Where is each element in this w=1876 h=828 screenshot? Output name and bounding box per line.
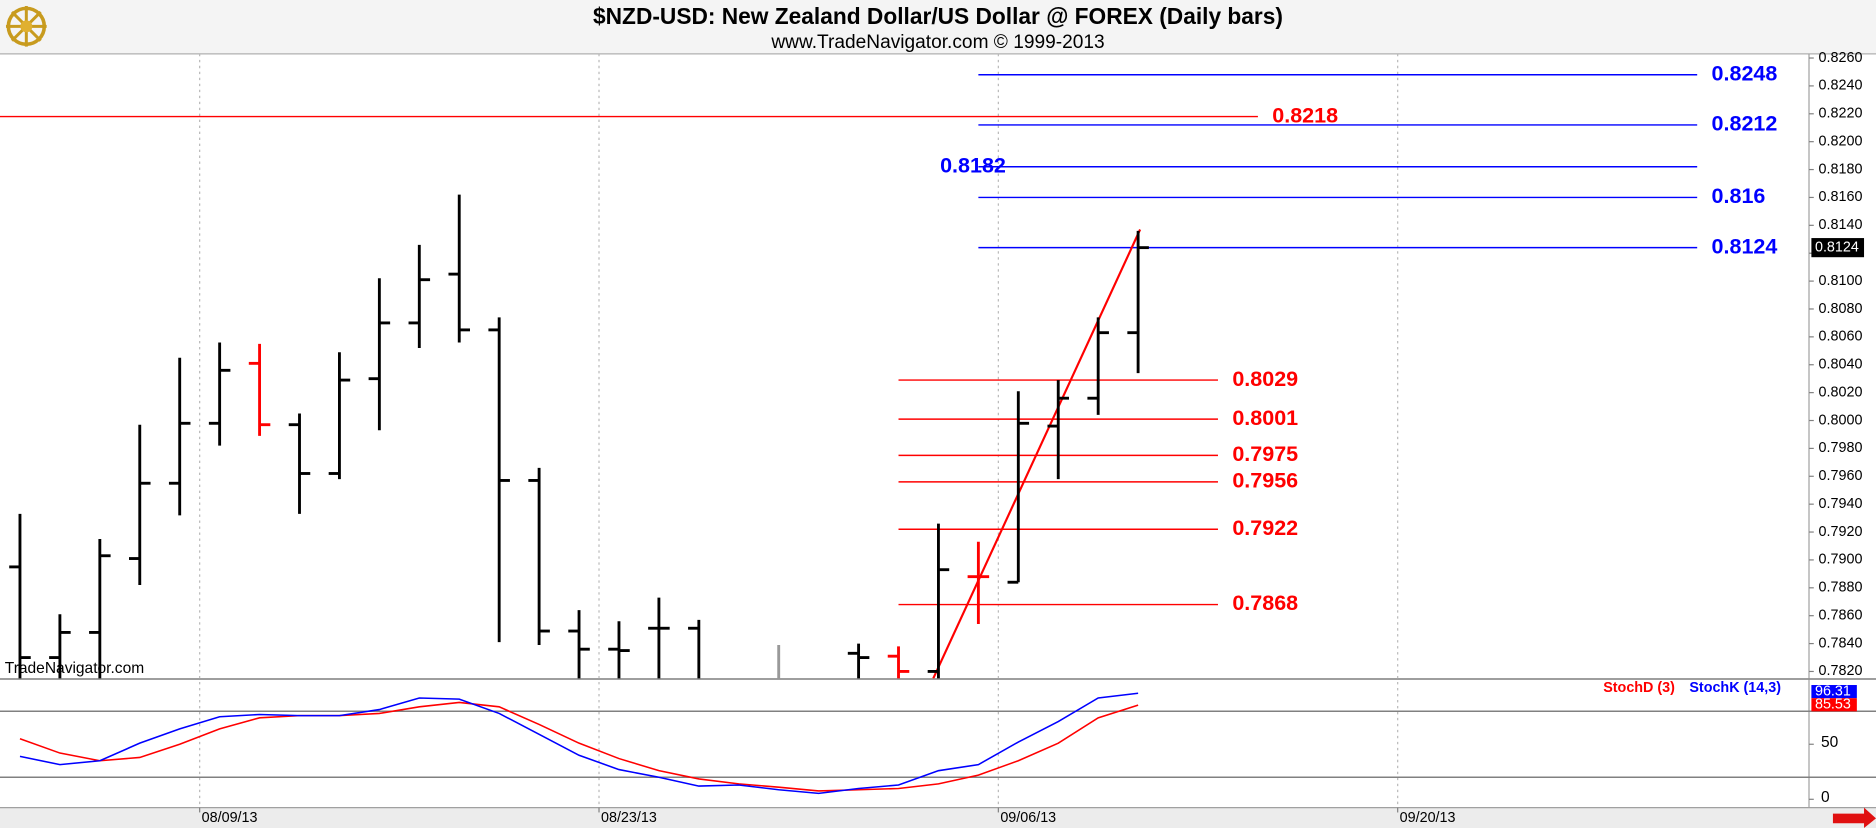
y-tick-label: 0.7840 bbox=[1819, 635, 1863, 651]
y-tick-label: 0.7960 bbox=[1819, 468, 1863, 484]
y-tick-label: 0.8000 bbox=[1819, 412, 1863, 428]
y-tick-label: 0.7860 bbox=[1819, 607, 1863, 623]
x-tick-label: 09/20/13 bbox=[1400, 810, 1456, 826]
level-label: 0.7922 bbox=[1232, 516, 1298, 540]
price-panel bbox=[0, 74, 1698, 679]
logo-hub bbox=[20, 20, 33, 33]
level-label: 0.8248 bbox=[1712, 61, 1778, 85]
y-tick-label: 0.7900 bbox=[1819, 552, 1863, 568]
level-label: 0.8218 bbox=[1272, 103, 1338, 127]
date-band bbox=[0, 807, 1876, 828]
y-tick-label: 0.8260 bbox=[1819, 50, 1863, 66]
header-band bbox=[0, 0, 1876, 54]
level-label: 0.8212 bbox=[1712, 112, 1778, 136]
axes: 08/09/13 08/23/13 09/06/13 09/20/13 0.7820 0.… bbox=[199, 50, 1876, 826]
level-label: 0.7975 bbox=[1232, 442, 1298, 466]
y-tick-label: 0.8080 bbox=[1819, 301, 1863, 317]
level-label: 0.816 bbox=[1712, 184, 1766, 208]
scroll-arrow[interactable] bbox=[1832, 807, 1876, 828]
watermark: TradeNavigator.com bbox=[5, 660, 144, 677]
y-tick-label: 0.8180 bbox=[1819, 161, 1863, 177]
x-tick-label: 08/23/13 bbox=[601, 810, 657, 826]
y-tick-label: 0.8100 bbox=[1819, 273, 1863, 289]
y-tick-label: 0.7880 bbox=[1819, 580, 1863, 596]
legend-entry: StochK (14,3) bbox=[1689, 680, 1781, 696]
y-tick-label: 50 bbox=[1821, 734, 1839, 751]
y-tick-label: 0.7920 bbox=[1819, 524, 1863, 540]
grid bbox=[199, 53, 1399, 808]
last-value-box bbox=[1811, 698, 1857, 712]
chart-title: $NZD-USD: New Zealand Dollar/US Dollar @… bbox=[593, 3, 1283, 29]
y-tick-label: 0.7940 bbox=[1819, 496, 1863, 512]
stoch-line bbox=[19, 692, 1139, 795]
y-tick-label: 0.8060 bbox=[1819, 329, 1863, 345]
x-tick-label: 09/06/13 bbox=[1000, 810, 1056, 826]
level-label: 0.7956 bbox=[1232, 469, 1298, 493]
y-tick-label: 0.8140 bbox=[1819, 217, 1863, 233]
y-tick-label: 0.7980 bbox=[1819, 440, 1863, 456]
y-tick-label: 0.8020 bbox=[1819, 384, 1863, 400]
level-label: 0.7868 bbox=[1232, 591, 1298, 615]
last-value-box bbox=[1811, 685, 1857, 699]
level-label: 0.8001 bbox=[1232, 406, 1298, 430]
last-value-label: 96.31 bbox=[1815, 683, 1851, 699]
y-tick-label: 0 bbox=[1821, 789, 1830, 806]
last-value-label: 85.53 bbox=[1815, 697, 1851, 713]
y-tick-label: 0.8240 bbox=[1819, 78, 1863, 94]
y-tick-label: 0.8220 bbox=[1819, 106, 1863, 122]
legend-entry: StochD (3) bbox=[1603, 680, 1675, 696]
y-tick-label: 0.8160 bbox=[1819, 189, 1863, 205]
y-tick-label: 0.8040 bbox=[1819, 357, 1863, 373]
y-tick-label: 0.7820 bbox=[1819, 663, 1863, 679]
chart-subtitle: www.TradeNavigator.com © 1999-2013 bbox=[770, 32, 1104, 53]
level-label: 0.8124 bbox=[1712, 234, 1778, 258]
trendline bbox=[932, 229, 1142, 679]
level-label: 0.8029 bbox=[1232, 367, 1298, 391]
last-price-label: 0.8124 bbox=[1815, 239, 1859, 255]
x-tick-label: 08/09/13 bbox=[202, 810, 258, 826]
stoch-panel bbox=[0, 692, 1809, 795]
logo bbox=[5, 5, 47, 47]
last-price-box bbox=[1811, 238, 1865, 258]
stoch-line bbox=[19, 701, 1139, 792]
y-tick-label: 0.8200 bbox=[1819, 133, 1863, 149]
level-label: 0.8182 bbox=[940, 153, 1006, 177]
